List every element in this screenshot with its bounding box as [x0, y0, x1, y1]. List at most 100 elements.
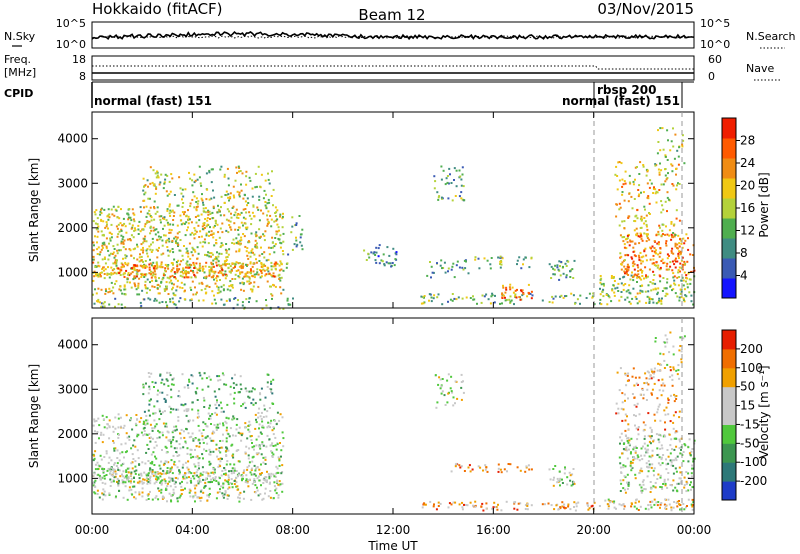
- heatmap-cell: [640, 256, 643, 259]
- heatmap-cell: [241, 304, 244, 307]
- heatmap-cell: [172, 263, 174, 266]
- power-colorbar-label: Power [dB]: [757, 172, 771, 237]
- heatmap-cell: [170, 459, 173, 462]
- heatmap-cell: [679, 477, 682, 480]
- heatmap-cell: [629, 462, 632, 465]
- heatmap-cell: [657, 301, 660, 304]
- heatmap-cell: [281, 431, 284, 434]
- heatmap-cell: [148, 268, 151, 271]
- heatmap-cell: [259, 185, 262, 188]
- colorbar-segment: [722, 158, 736, 179]
- heatmap-cell: [165, 241, 168, 244]
- heatmap-cell: [195, 206, 198, 208]
- heatmap-cell: [199, 472, 202, 475]
- heatmap-cell: [235, 485, 238, 488]
- heatmap-cell: [274, 444, 277, 447]
- heatmap-cell: [227, 478, 230, 481]
- heatmap-cell: [151, 264, 153, 267]
- heatmap-cell: [673, 263, 676, 266]
- heatmap-cell: [166, 276, 169, 279]
- heatmap-cell: [460, 178, 463, 181]
- heatmap-cell: [226, 497, 229, 500]
- heatmap-cell: [245, 274, 248, 277]
- heatmap-cell: [467, 466, 470, 469]
- heatmap-cell: [489, 263, 492, 266]
- heatmap-cell: [184, 270, 186, 273]
- heatmap-cell: [266, 434, 269, 437]
- heatmap-cell: [263, 404, 266, 407]
- heatmap-cell: [605, 294, 608, 296]
- heatmap-cell: [120, 443, 123, 446]
- heatmap-cell: [250, 467, 253, 470]
- heatmap-cell: [681, 134, 684, 137]
- heatmap-cell: [241, 479, 243, 482]
- heatmap-cell: [566, 476, 569, 479]
- heatmap-cell: [215, 426, 218, 429]
- heatmap-cell: [383, 264, 386, 267]
- heatmap-cell: [145, 215, 148, 218]
- heatmap-cell: [684, 444, 687, 447]
- heatmap-cell: [243, 275, 246, 278]
- heatmap-cell: [110, 273, 113, 276]
- heatmap-cell: [444, 271, 447, 274]
- heatmap-cell: [116, 259, 118, 262]
- heatmap-cell: [155, 423, 158, 426]
- heatmap-cell: [140, 265, 143, 268]
- heatmap-cell: [166, 208, 169, 211]
- heatmap-cell: [671, 183, 674, 185]
- heatmap-cell: [649, 503, 652, 506]
- heatmap-cell: [209, 226, 211, 229]
- heatmap-cell: [613, 500, 616, 503]
- heatmap-cell: [94, 430, 96, 433]
- heatmap-cell: [689, 483, 691, 486]
- heatmap-cell: [645, 225, 648, 228]
- heatmap-cell: [235, 166, 238, 169]
- heatmap-cell: [676, 490, 679, 493]
- heatmap-cell: [229, 196, 232, 199]
- heatmap-cell: [156, 263, 159, 266]
- heatmap-cell: [494, 294, 496, 297]
- heatmap-cell: [624, 254, 627, 257]
- heatmap-cell: [96, 461, 99, 464]
- heatmap-cell: [656, 152, 659, 155]
- heatmap-cell: [683, 508, 686, 511]
- heatmap-cell: [222, 289, 225, 292]
- heatmap-cell: [228, 299, 231, 302]
- heatmap-cell: [186, 250, 189, 253]
- heatmap-cell: [142, 274, 144, 277]
- heatmap-cell: [682, 284, 685, 287]
- heatmap-cell: [446, 401, 449, 404]
- heatmap-cell: [247, 454, 250, 457]
- heatmap-cell: [639, 505, 642, 508]
- heatmap-cell: [462, 380, 464, 383]
- heatmap-cell: [258, 260, 261, 262]
- heatmap-cell: [460, 191, 463, 194]
- heatmap-cell: [645, 174, 648, 177]
- heatmap-cell: [683, 486, 686, 489]
- heatmap-cell: [130, 254, 133, 257]
- heatmap-cell: [165, 378, 168, 381]
- heatmap-cell: [639, 277, 641, 280]
- heatmap-cell: [140, 273, 143, 276]
- heatmap-cell: [156, 400, 159, 403]
- heatmap-cell: [682, 503, 685, 505]
- heatmap-cell: [104, 288, 107, 291]
- heatmap-cell: [690, 475, 693, 478]
- heatmap-cell: [474, 256, 477, 259]
- heatmap-cell: [118, 489, 121, 492]
- heatmap-region-5: [450, 462, 533, 474]
- heatmap-cell: [255, 300, 258, 303]
- heatmap-cell: [213, 294, 215, 297]
- heatmap-cell: [627, 268, 630, 271]
- heatmap-cell: [559, 506, 562, 509]
- heatmap-cell: [618, 277, 621, 280]
- heatmap-cell: [255, 418, 257, 421]
- heatmap-cell: [686, 286, 689, 289]
- heatmap-cell: [225, 449, 228, 452]
- heatmap-cell: [179, 239, 182, 241]
- heatmap-cell: [247, 457, 250, 460]
- heatmap-cell: [183, 222, 186, 225]
- nsearch-tick-bottom: 10^0: [700, 38, 730, 51]
- heatmap-cell: [438, 195, 441, 198]
- heatmap-cell: [276, 263, 279, 265]
